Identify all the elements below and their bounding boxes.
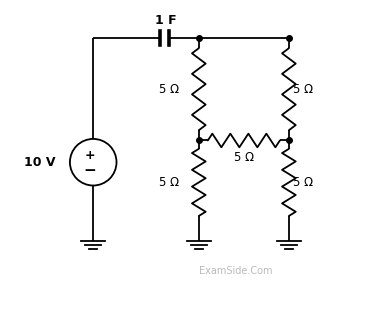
Text: 5 $\Omega$: 5 $\Omega$ (292, 176, 314, 189)
Text: 5 $\Omega$: 5 $\Omega$ (292, 83, 314, 96)
Text: ExamSide.Com: ExamSide.Com (199, 266, 273, 276)
Text: 1 F: 1 F (155, 14, 177, 27)
Text: 5 $\Omega$: 5 $\Omega$ (233, 151, 255, 164)
Text: 5 $\Omega$: 5 $\Omega$ (158, 176, 180, 189)
Text: +: + (84, 149, 95, 162)
Text: 10 V: 10 V (24, 156, 56, 169)
Text: 5 $\Omega$: 5 $\Omega$ (158, 83, 180, 96)
Text: −: − (83, 163, 96, 178)
